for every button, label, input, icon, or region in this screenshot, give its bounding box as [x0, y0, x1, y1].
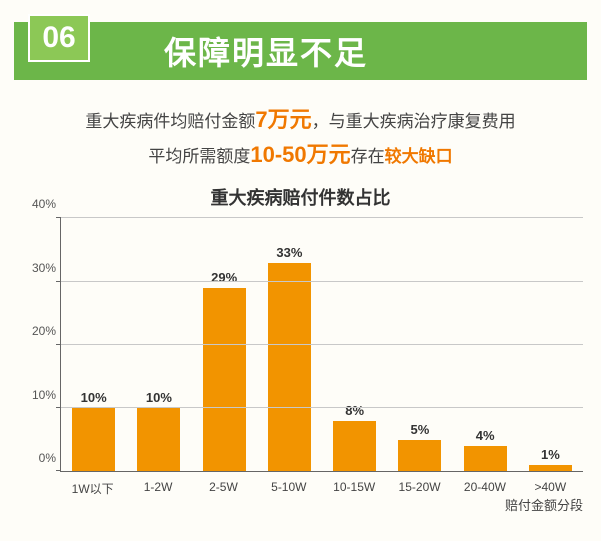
- bar-slot: 33%: [257, 218, 322, 471]
- subtitle-text: 平均所需额度: [148, 147, 250, 166]
- bar: 8%: [333, 421, 376, 472]
- bar-slot: 4%: [453, 218, 518, 471]
- bar-slot: 5%: [387, 218, 452, 471]
- x-tick-label: 1-2W: [125, 472, 190, 518]
- bar-slot: 10%: [126, 218, 191, 471]
- subtitle-accent-amount: 7万元: [255, 107, 311, 132]
- subtitle-text: 存在: [351, 147, 385, 166]
- subtitle-block: 重大疾病件均赔付金额7万元，与重大疾病治疗康复费用 平均所需额度10-50万元存…: [20, 102, 581, 172]
- x-axis-title: 赔付金额分段: [505, 495, 583, 514]
- bar-value-label: 8%: [345, 403, 364, 418]
- gridline: [61, 407, 583, 408]
- subtitle-accent-gap: 较大缺口: [385, 147, 453, 166]
- header-title: 保障明显不足: [164, 28, 368, 74]
- bar: 4%: [464, 446, 507, 471]
- gridline: [61, 344, 583, 345]
- gridline: [61, 281, 583, 282]
- gridline: [61, 217, 583, 218]
- bar-value-label: 10%: [81, 390, 107, 405]
- bar: 1%: [529, 465, 572, 471]
- bar-chart: 0%10%20%30%40% 10%10%29%33%8%5%4%1% 1W以下…: [14, 218, 587, 518]
- bar: 33%: [268, 263, 311, 472]
- section-number-badge: 06: [28, 14, 90, 62]
- bar-slot: 29%: [192, 218, 257, 471]
- x-tick-label: 5-10W: [256, 472, 321, 518]
- subtitle-accent-range: 10-50万元: [250, 142, 350, 167]
- bar-slot: 8%: [322, 218, 387, 471]
- bar: 10%: [137, 408, 180, 471]
- bar: 29%: [203, 288, 246, 471]
- x-tick-label: 2-5W: [191, 472, 256, 518]
- subtitle-text: 重大疾病件均赔付金额: [85, 112, 255, 131]
- bars-container: 10% 10% 29% 33% 8% 5% 4% 1%: [61, 218, 583, 471]
- bar-value-label: 4%: [476, 428, 495, 443]
- y-tick-label: 30%: [32, 261, 56, 275]
- y-tick-label: 10%: [32, 388, 56, 402]
- x-tick-label: 15-20W: [387, 472, 452, 518]
- x-tick-label: 10-15W: [322, 472, 387, 518]
- y-tick-label: 0%: [39, 451, 56, 465]
- chart-title: 重大疾病赔付件数占比: [0, 184, 601, 210]
- plot-area: 10% 10% 29% 33% 8% 5% 4% 1%: [60, 218, 583, 472]
- bar-value-label: 29%: [211, 270, 237, 285]
- y-axis: 0%10%20%30%40%: [14, 218, 60, 472]
- bar-value-label: 5%: [410, 422, 429, 437]
- y-tick-label: 40%: [32, 197, 56, 211]
- header-band: 06 保障明显不足: [14, 22, 587, 80]
- bar-value-label: 33%: [276, 245, 302, 260]
- subtitle-text: ，与重大疾病治疗康复费用: [312, 112, 516, 131]
- bar: 5%: [398, 440, 441, 472]
- x-tick-label: 1W以下: [60, 472, 125, 518]
- bar-slot: 10%: [61, 218, 126, 471]
- bar-slot: 1%: [518, 218, 583, 471]
- y-tick-label: 20%: [32, 324, 56, 338]
- bar-value-label: 1%: [541, 447, 560, 462]
- bar: 10%: [72, 408, 115, 471]
- bar-value-label: 10%: [146, 390, 172, 405]
